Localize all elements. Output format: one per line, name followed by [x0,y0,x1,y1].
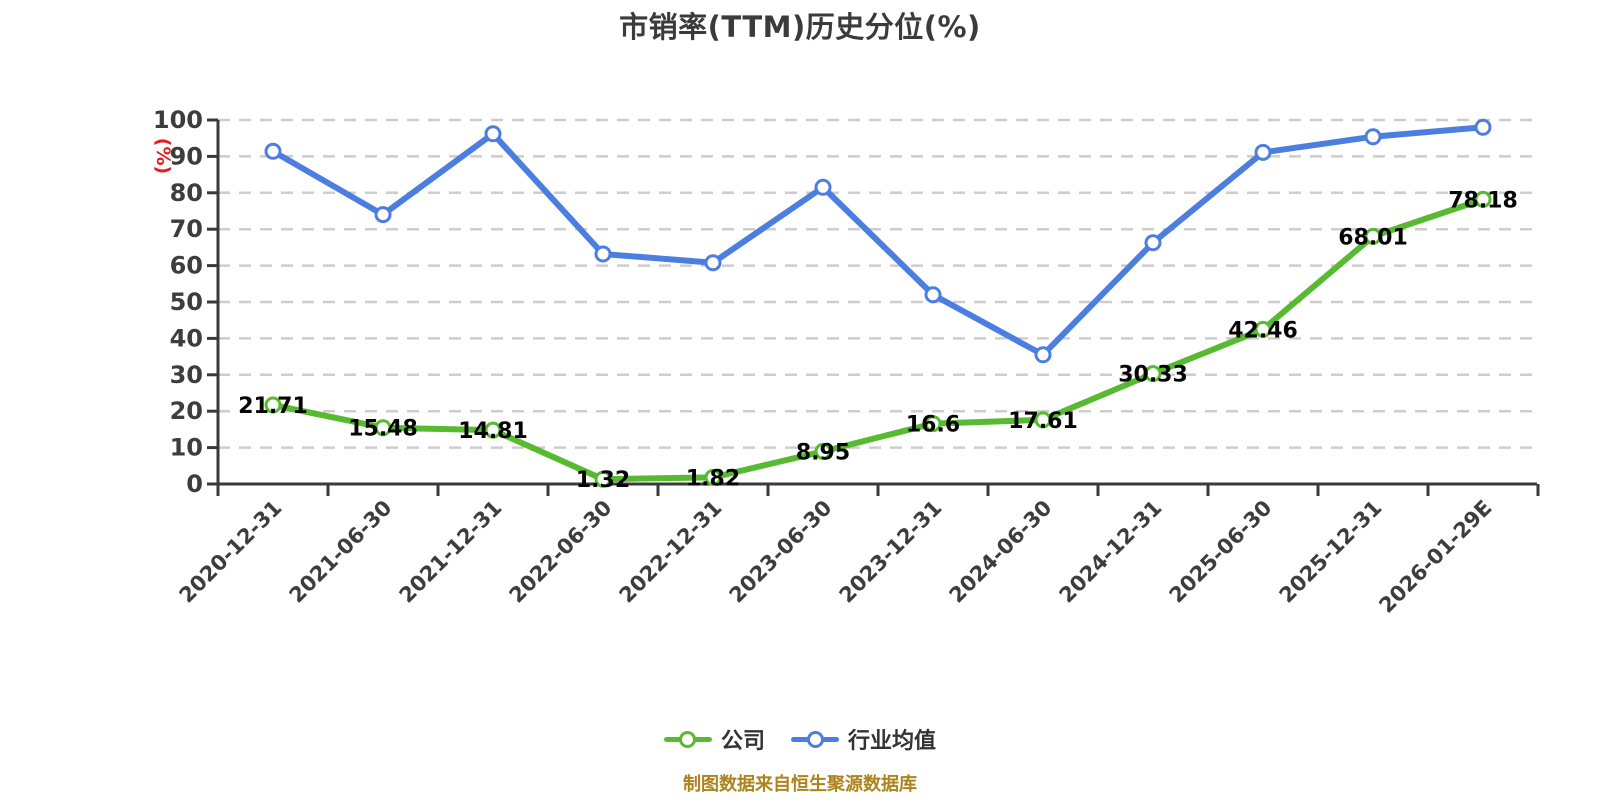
company-point-label: 1.82 [686,466,740,491]
x-axis-tick-label: 2026-01-29E [1374,496,1496,618]
industry-average-data-point[interactable] [1254,143,1272,161]
industry-average-series-marker-icon [791,728,839,750]
company-data-point[interactable] [1364,227,1382,245]
y-axis-tick-label: 70 [170,215,203,243]
company-data-point[interactable] [704,468,722,486]
y-axis-tick-label: 90 [170,142,203,170]
company-data-point[interactable] [1474,190,1492,208]
chart-svg[interactable]: 0102030405060708090100(%)2020-12-312021-… [0,0,1600,700]
y-axis-tick-label: 30 [170,361,203,389]
x-axis-tick-label: 2022-12-31 [615,496,727,608]
x-axis-tick-label: 2024-12-31 [1055,496,1167,608]
industry-average-data-point[interactable] [1474,118,1492,136]
company-data-point[interactable] [1144,365,1162,383]
y-axis-tick-label: 80 [170,179,203,207]
x-axis-tick-label: 2025-12-31 [1275,496,1387,608]
company-point-label: 78.18 [1448,188,1518,213]
y-axis-tick-label: 0 [186,470,203,498]
x-axis-tick-label: 2020-12-31 [175,496,287,608]
company-series-line [270,196,1486,483]
x-axis-tick-label: 2024-06-30 [945,496,1057,608]
company-data-point[interactable] [264,396,282,414]
data-source-caption: 制图数据来自恒生聚源数据库 [683,774,917,795]
x-axis-tick-label: 2023-06-30 [725,496,837,608]
company-data-point[interactable] [814,442,832,460]
company-point-label: 42.46 [1228,318,1298,343]
legend-item-industry-average[interactable]: 行业均值 [791,723,936,755]
y-axis-tick-label: 10 [170,434,203,462]
industry-average-data-point[interactable] [814,178,832,196]
company-point-label: 8.95 [796,440,850,465]
company-point-label: 21.71 [238,394,308,419]
industry-average-data-point[interactable] [924,286,942,304]
industry-average-data-point[interactable] [1364,128,1382,146]
legend-item-company[interactable]: 公司 [663,723,765,755]
legend: 公司 行业均值 [0,723,1600,755]
company-data-point[interactable] [924,415,942,433]
x-axis-tick-label: 2022-06-30 [505,496,617,608]
chart-title: 市销率(TTM)历史分位(%) [619,10,981,44]
company-data-point[interactable] [1034,411,1052,429]
y-axis-tick-label: 20 [170,397,203,425]
company-data-point[interactable] [484,421,502,439]
company-data-point[interactable] [374,419,392,437]
industry-average-data-point[interactable] [484,125,502,143]
company-data-point[interactable] [1254,320,1272,338]
x-axis-tick-label: 2025-06-30 [1165,496,1277,608]
company-point-label: 15.48 [348,417,418,442]
y-axis-tick-label: 100 [153,106,203,134]
y-axis-unit-label: (%) [152,138,174,174]
x-axis-tick-label: 2021-06-30 [285,496,397,608]
legend-label-company: 公司 [720,729,765,754]
industry-average-data-point[interactable] [374,206,392,224]
company-point-label: 16.6 [906,413,960,438]
legend-label-industry-average: 行业均值 [848,729,937,754]
industry-average-data-point[interactable] [264,142,282,160]
company-point-label: 68.01 [1338,225,1408,250]
industry-average-data-point[interactable] [1144,234,1162,252]
company-point-label: 14.81 [458,419,528,444]
company-series-marker-icon [663,728,712,750]
industry-average-data-point[interactable] [594,245,612,263]
company-point-label: 1.32 [576,468,630,493]
company-data-point[interactable] [594,470,612,488]
x-axis-tick-label: 2021-12-31 [395,496,507,608]
industry-average-data-point[interactable] [1034,346,1052,364]
x-axis-tick-label: 2023-12-31 [835,496,947,608]
industry-average-series-line [270,124,1486,358]
y-axis-tick-label: 60 [170,252,203,280]
company-point-label: 17.61 [1008,409,1078,434]
y-axis-tick-label: 50 [170,288,203,316]
company-point-label: 30.33 [1118,363,1188,388]
industry-average-data-point[interactable] [704,254,722,272]
y-axis-tick-label: 40 [170,324,203,352]
